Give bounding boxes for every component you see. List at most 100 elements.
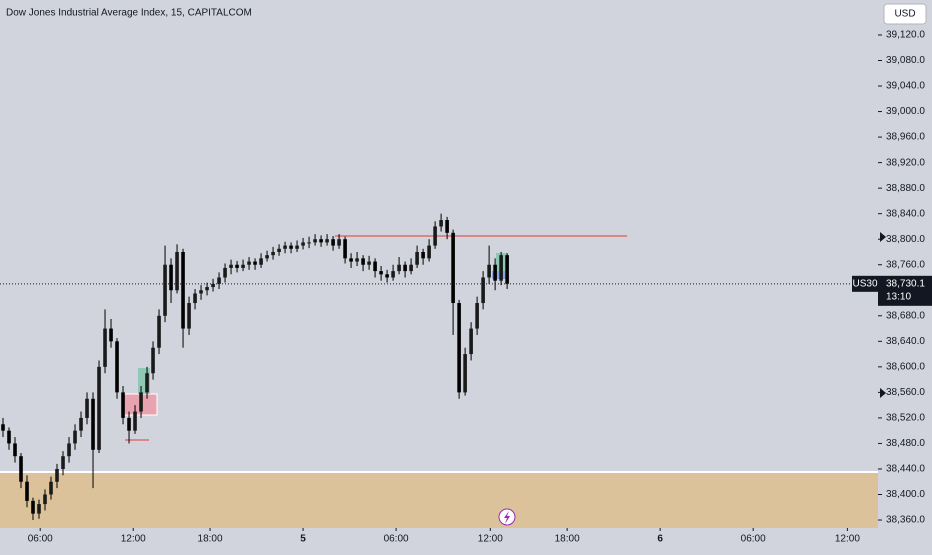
candle-body [313, 239, 317, 243]
candle-body [271, 251, 275, 256]
x-tick-label: 06:00 [384, 534, 409, 545]
y-tick-label: 39,080.0 [886, 55, 925, 66]
y-tick-label: 38,440.0 [886, 464, 925, 475]
candle-body [103, 328, 107, 367]
candle-body [361, 258, 365, 265]
x-tick-label: 18:00 [198, 534, 223, 545]
candle-body [493, 264, 497, 281]
y-tick-label: 38,680.0 [886, 310, 925, 321]
candle-body [337, 239, 341, 246]
y-tick-label: 38,840.0 [886, 208, 925, 219]
candle-body [487, 264, 491, 278]
candle-body [391, 271, 395, 278]
candle-body [223, 267, 227, 278]
candle-body [91, 398, 95, 450]
zone-box [492, 271, 506, 279]
candle-body [421, 251, 425, 259]
symbol-tag [852, 275, 878, 292]
candle-body [67, 443, 71, 457]
candle-body [445, 220, 449, 233]
candle-body [43, 494, 47, 505]
price-tag [878, 275, 932, 306]
y-tick-label: 38,800.0 [886, 234, 925, 245]
candle-body [307, 242, 311, 244]
candle-body [139, 392, 143, 412]
y-tick-label: 38,360.0 [886, 515, 925, 526]
y-tick-label: 38,920.0 [886, 157, 925, 168]
candle-body [55, 468, 59, 482]
candle-body [427, 245, 431, 259]
candle-body [355, 258, 359, 262]
candle-body [253, 261, 257, 265]
candle-body [457, 303, 461, 393]
y-tick-label: 38,520.0 [886, 413, 925, 424]
candle-body [151, 347, 155, 374]
candle-body [199, 290, 203, 294]
candle-body [349, 258, 353, 262]
event-icon-bolt [504, 511, 510, 524]
y-tick-label: 38,600.0 [886, 361, 925, 372]
x-tick-label: 06:00 [28, 534, 53, 545]
candle-body [187, 303, 191, 329]
candle-body [19, 456, 23, 482]
candle-body [397, 264, 401, 272]
candle-body [31, 500, 35, 514]
countdown-label: 13:10 [886, 291, 911, 302]
candle-body [163, 264, 167, 316]
candle-body [133, 411, 137, 431]
candle-body [481, 277, 485, 304]
candle-body [259, 258, 263, 265]
candle-body [79, 417, 83, 431]
candle-body [145, 373, 149, 393]
candle-body [73, 430, 77, 444]
candle-body [343, 239, 347, 259]
candle-body [283, 245, 287, 249]
currency-button[interactable] [883, 3, 927, 25]
y-tick-label: 39,040.0 [886, 81, 925, 92]
candle-body [61, 456, 65, 469]
candle-body [373, 261, 377, 272]
y-tick-label: 38,480.0 [886, 438, 925, 449]
candle-body [127, 417, 131, 431]
candle-body [205, 287, 209, 291]
candle-body [463, 354, 467, 393]
candle-body [247, 261, 251, 265]
candle-body [1, 424, 5, 431]
candle-body [241, 264, 245, 268]
candle-body [157, 315, 161, 348]
x-tick-label: 12:00 [121, 534, 146, 545]
candle-body [229, 264, 233, 268]
x-tick-label: 6 [657, 534, 663, 545]
y-tick-label: 38,560.0 [886, 387, 925, 398]
candle-body [49, 481, 53, 495]
y-tick-label: 39,000.0 [886, 106, 925, 117]
y-tick-label: 39,120.0 [886, 30, 925, 41]
currency[interactable]: USD [894, 9, 915, 20]
y-tick-label: 38,760.0 [886, 259, 925, 270]
candle-body [169, 264, 173, 291]
candle-body [295, 245, 299, 249]
candle-body [7, 430, 11, 444]
candle-body [289, 245, 293, 249]
candle-body [265, 255, 269, 259]
candle-body [451, 232, 455, 304]
candle-body [499, 255, 503, 281]
candle-body [403, 264, 407, 272]
candle-body [13, 443, 17, 457]
candle-body [439, 220, 443, 227]
candle-body [217, 277, 221, 284]
x-tick-label: 06:00 [741, 534, 766, 545]
y-tick-label: 38,960.0 [886, 132, 925, 143]
zone [0, 472, 878, 528]
candle-body [37, 504, 41, 514]
y-tick-label: 38,400.0 [886, 489, 925, 500]
candle-body [301, 242, 305, 246]
candle-body [115, 341, 119, 393]
candle-body [385, 274, 389, 278]
candle-body [109, 328, 113, 342]
candle-body [505, 255, 509, 284]
candle-body [235, 264, 239, 268]
candle-body [325, 239, 329, 243]
